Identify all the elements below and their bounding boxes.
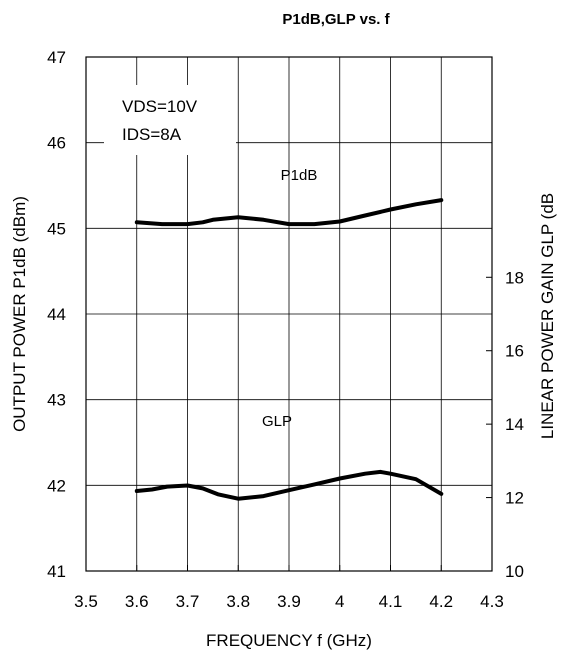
x-axis-label: FREQUENCY f (GHz) [206,631,372,650]
x-tick-label: 4 [335,592,344,611]
x-tick-label: 3.9 [277,592,301,611]
series-label-p1db: P1dB [281,167,318,184]
y-left-tick-label: 46 [47,134,66,153]
series-label-glp: GLP [262,413,292,430]
y-left-tick-label: 45 [47,219,66,238]
x-tick-label: 3.7 [176,592,200,611]
series-line-glp [134,469,444,501]
condition-box-bg [104,85,236,155]
y-left-tick-label: 47 [47,48,66,67]
y-left-tick-label: 44 [47,305,66,324]
x-tick-label: 4.3 [480,592,504,611]
y-axis-label-left: OUTPUT POWER P1dB (dBm) [10,196,29,432]
y-left-tick-label: 43 [47,391,66,410]
condition-ids: IDS=8A [122,125,182,144]
y-right-tick-label: 14 [505,415,524,434]
y-right-tick-label: 10 [505,562,524,581]
x-tick-label: 3.8 [226,592,250,611]
series-layer: P1dB GLP [134,167,444,501]
series-line-p1db [134,198,444,227]
y-left-tick-label: 41 [47,562,66,581]
y-left-tick-label: 42 [47,476,66,495]
y-axis-label-right: LINEAR POWER GAIN GLP (dB [538,193,557,439]
y-right-tick-label: 18 [505,268,524,287]
chart-title: P1dB,GLP vs. f [282,11,390,28]
y-right-tick-label: 16 [505,342,524,361]
condition-box: VDS=10V IDS=8A [104,85,236,155]
tick-labels: 3.5 3.6 3.7 3.8 3.9 4 4.1 4.2 4.3 41 42 43 44 45 46 47 1… [47,48,524,611]
x-tick-label: 3.5 [74,592,98,611]
condition-vds: VDS=10V [122,97,198,116]
y-right-tick-label: 12 [505,489,524,508]
x-tick-label: 4.2 [429,592,453,611]
x-tick-label: 3.6 [125,592,149,611]
x-tick-label: 4.1 [379,592,403,611]
